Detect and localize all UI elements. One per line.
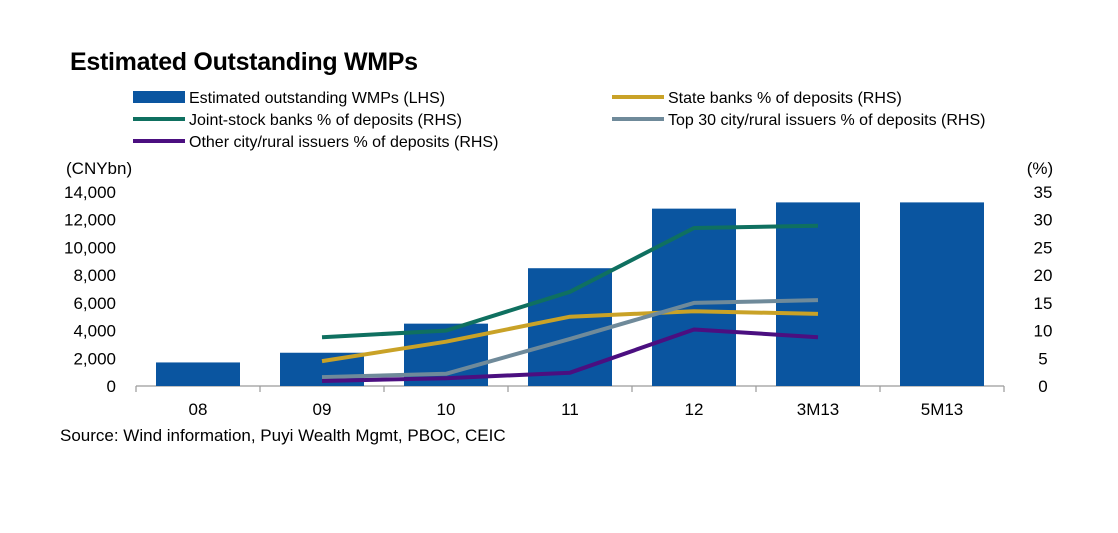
right-tick-label: 35 xyxy=(1034,183,1053,202)
bars xyxy=(156,202,984,386)
category-label: 5M13 xyxy=(921,400,964,419)
right-tick-label: 5 xyxy=(1038,349,1047,368)
left-tick-label: 10,000 xyxy=(64,238,116,257)
category-label: 09 xyxy=(313,400,332,419)
axes: (CNYbn) (%) 0 2,000 4,000 6,000 8,000 10,000 12,… xyxy=(64,159,1053,419)
right-tick-label: 30 xyxy=(1034,211,1053,230)
right-tick-label: 10 xyxy=(1034,322,1053,341)
right-tick-label: 15 xyxy=(1034,294,1053,313)
legend: Estimated outstanding WMPs (LHS) State ba… xyxy=(133,90,985,151)
left-tick-label: 8,000 xyxy=(73,266,116,285)
category-label: 11 xyxy=(561,400,579,419)
category-label: 3M13 xyxy=(797,400,840,419)
bar xyxy=(776,202,860,386)
right-tick-label: 20 xyxy=(1034,266,1053,285)
bar xyxy=(900,202,984,386)
series-line xyxy=(321,298,819,380)
legend-label: State banks % of deposits (RHS) xyxy=(668,90,902,107)
right-axis-label: (%) xyxy=(1027,159,1053,178)
series-line xyxy=(321,309,819,364)
legend-label: Top 30 city/rural issuers % of deposits … xyxy=(668,112,985,129)
left-axis-label: (CNYbn) xyxy=(66,159,132,178)
left-tick-label: 4,000 xyxy=(73,322,116,341)
category-label: 08 xyxy=(189,400,208,419)
series-line xyxy=(321,327,819,383)
series-lines xyxy=(321,223,819,383)
left-tick-label: 6,000 xyxy=(73,294,116,313)
chart-title: Estimated Outstanding WMPs xyxy=(70,48,418,76)
left-tick-label: 2,000 xyxy=(73,349,116,368)
legend-label: Estimated outstanding WMPs (LHS) xyxy=(189,90,445,107)
legend-label: Joint-stock banks % of deposits (RHS) xyxy=(189,112,462,129)
left-tick-label: 14,000 xyxy=(64,183,116,202)
bar xyxy=(156,362,240,386)
right-tick-label: 0 xyxy=(1038,377,1047,396)
left-tick-label: 12,000 xyxy=(64,211,116,230)
category-label: 12 xyxy=(685,400,704,419)
series-line xyxy=(321,223,819,340)
source-note: Source: Wind information, Puyi Wealth Mg… xyxy=(60,426,506,445)
bar xyxy=(528,268,612,386)
category-label: 10 xyxy=(437,400,456,419)
right-tick-label: 25 xyxy=(1034,238,1053,257)
left-tick-label: 0 xyxy=(107,377,116,396)
legend-label: Other city/rural issuers % of deposits (… xyxy=(189,134,498,151)
legend-swatch xyxy=(133,91,185,103)
bar xyxy=(652,208,736,386)
